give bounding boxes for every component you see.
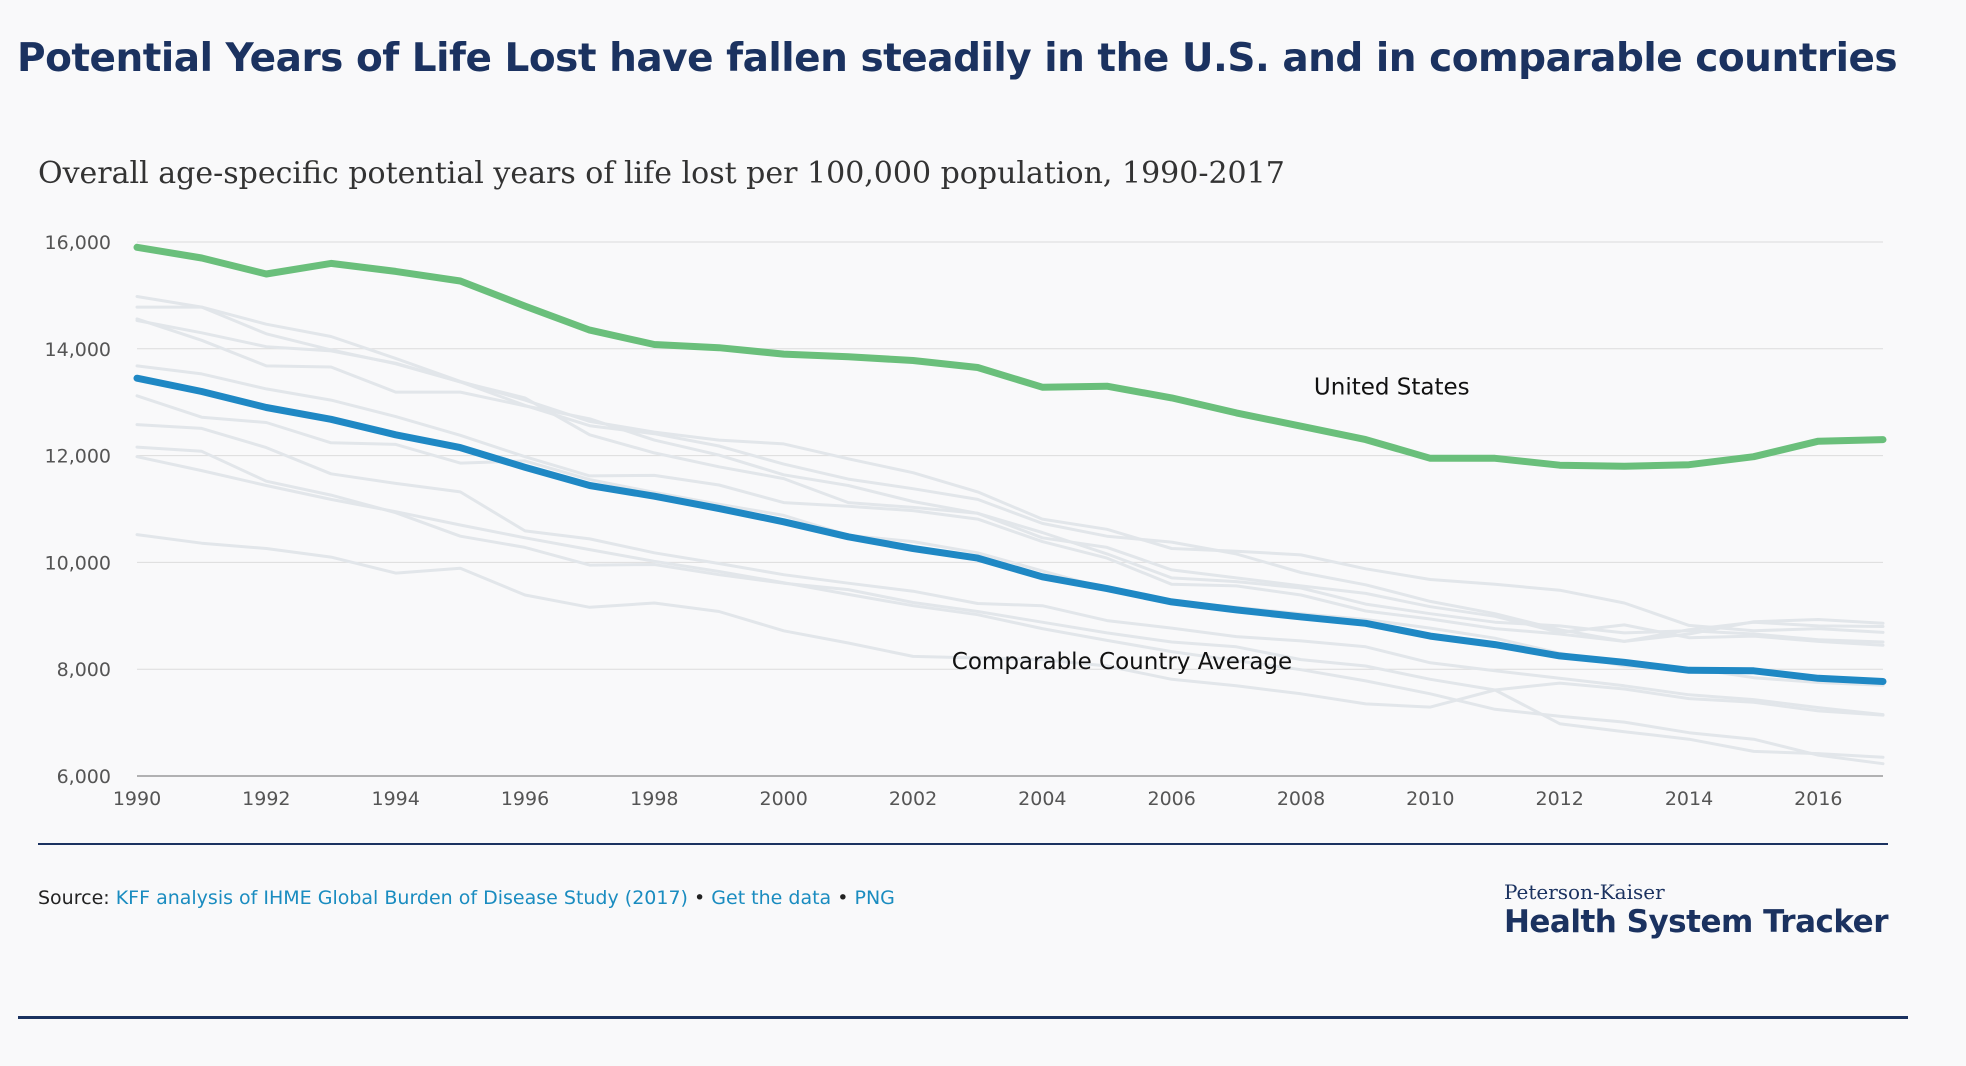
x-tick-label: 2006	[1147, 788, 1195, 810]
us-series-label: United States	[1314, 375, 1470, 401]
x-tick-label: 1996	[501, 788, 549, 810]
logo-top-text: Peterson-Kaiser	[1503, 880, 1665, 904]
x-tick-label: 2016	[1794, 788, 1842, 810]
series-labels: United States Comparable Country Average	[952, 375, 1470, 675]
chart-title: Overall age-specific potential years of …	[38, 156, 1285, 191]
x-tick-label: 1994	[371, 788, 419, 810]
separator: •	[837, 887, 849, 909]
page-title: Potential Years of Life Lost have fallen…	[17, 36, 1898, 81]
x-axis-ticks: 1990 1992 1994 1996 1998 2000 2002 2004 2006 2008…	[113, 788, 1843, 810]
country-series-line	[135, 317, 1885, 647]
country-series-line	[135, 455, 1885, 766]
highlight-lines	[133, 243, 1887, 685]
x-tick-label: 2008	[1277, 788, 1325, 810]
country-series-line	[135, 295, 1885, 634]
y-tick-label: 6,000	[57, 766, 111, 788]
x-tick-label: 2010	[1406, 788, 1454, 810]
bottom-divider	[18, 1016, 1908, 1019]
y-tick-label: 8,000	[57, 659, 111, 681]
logo-main-text: Health System Tracker	[1503, 904, 1889, 940]
y-tick-label: 12,000	[45, 446, 111, 468]
country-series-line	[135, 305, 1885, 643]
x-tick-label: 2002	[889, 788, 937, 810]
y-tick-label: 16,000	[45, 232, 111, 254]
y-tick-label: 14,000	[45, 339, 111, 361]
comparable-average-line	[133, 374, 1887, 685]
country-lines	[135, 295, 1885, 766]
gridlines	[137, 241, 1883, 777]
source-label: Source:	[38, 887, 110, 909]
x-tick-label: 2012	[1535, 788, 1583, 810]
x-tick-label: 1992	[242, 788, 290, 810]
source-line: Source: KFF analysis of IHME Global Burd…	[38, 887, 895, 909]
country-series-line	[135, 533, 1885, 759]
country-series-line	[135, 445, 1885, 717]
get-data-link[interactable]: Get the data	[711, 887, 832, 909]
y-axis-ticks: 16,000 14,000 12,000 10,000 8,000 6,000	[45, 232, 111, 788]
png-link[interactable]: PNG	[854, 887, 895, 909]
average-series-label: Comparable Country Average	[952, 649, 1292, 675]
country-series-line	[135, 319, 1885, 644]
source-link[interactable]: KFF analysis of IHME Global Burden of Di…	[115, 887, 688, 909]
x-tick-label: 1990	[113, 788, 161, 810]
x-tick-label: 1998	[630, 788, 678, 810]
x-tick-label: 2000	[759, 788, 807, 810]
tracker-logo: Peterson-Kaiser Health System Tracker	[1503, 880, 1889, 940]
separator: •	[694, 887, 706, 909]
country-series-line	[135, 364, 1885, 643]
x-tick-label: 2004	[1018, 788, 1066, 810]
y-tick-label: 10,000	[45, 552, 111, 574]
us-series-line	[133, 243, 1887, 470]
country-series-line	[135, 423, 1885, 717]
x-tick-label: 2014	[1665, 788, 1713, 810]
chart-divider	[38, 843, 1888, 845]
